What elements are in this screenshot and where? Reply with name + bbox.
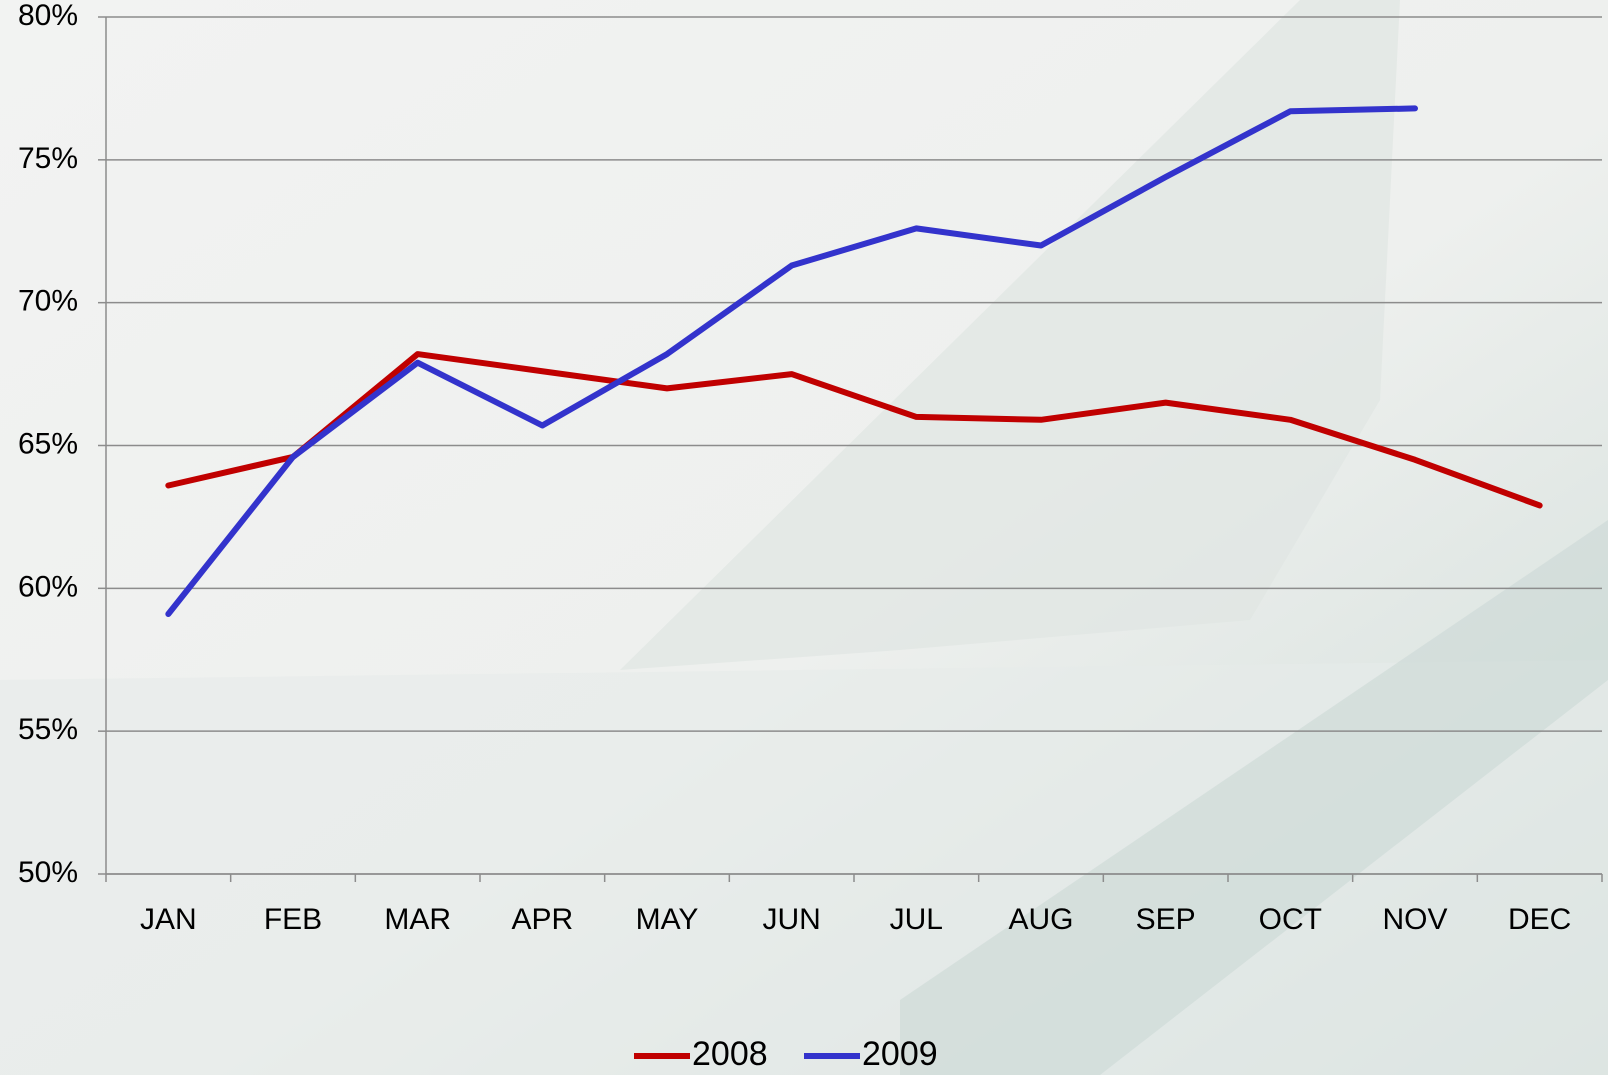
x-tick-label: JUL xyxy=(890,903,943,936)
y-tick-label: 50% xyxy=(18,856,78,889)
series-line xyxy=(165,105,1418,618)
background-shape xyxy=(620,0,1400,670)
y-tick-label: 80% xyxy=(18,0,78,32)
x-tick-label: MAY xyxy=(636,903,699,936)
x-tick-label: APR xyxy=(511,903,573,936)
y-tick-label: 75% xyxy=(18,142,78,175)
x-tick-label: JAN xyxy=(140,903,197,936)
y-tick-label: 70% xyxy=(18,285,78,318)
x-tick-label: NOV xyxy=(1382,903,1447,936)
x-tick-label: SEP xyxy=(1136,903,1196,936)
x-tick-label: MAR xyxy=(384,903,451,936)
series-line xyxy=(165,351,1543,509)
background-shape xyxy=(900,520,1608,1075)
legend-label: 2009 xyxy=(862,1035,938,1073)
y-tick-label: 60% xyxy=(18,570,78,603)
x-tick-label: FEB xyxy=(264,903,322,936)
x-tick-label: OCT xyxy=(1259,903,1322,936)
y-tick-label: 65% xyxy=(18,427,78,460)
y-tick-label: 55% xyxy=(18,713,78,746)
x-tick-label: JUN xyxy=(762,903,820,936)
x-tick-label: AUG xyxy=(1008,903,1073,936)
x-tick-label: DEC xyxy=(1508,903,1571,936)
legend-label: 2008 xyxy=(692,1035,768,1073)
